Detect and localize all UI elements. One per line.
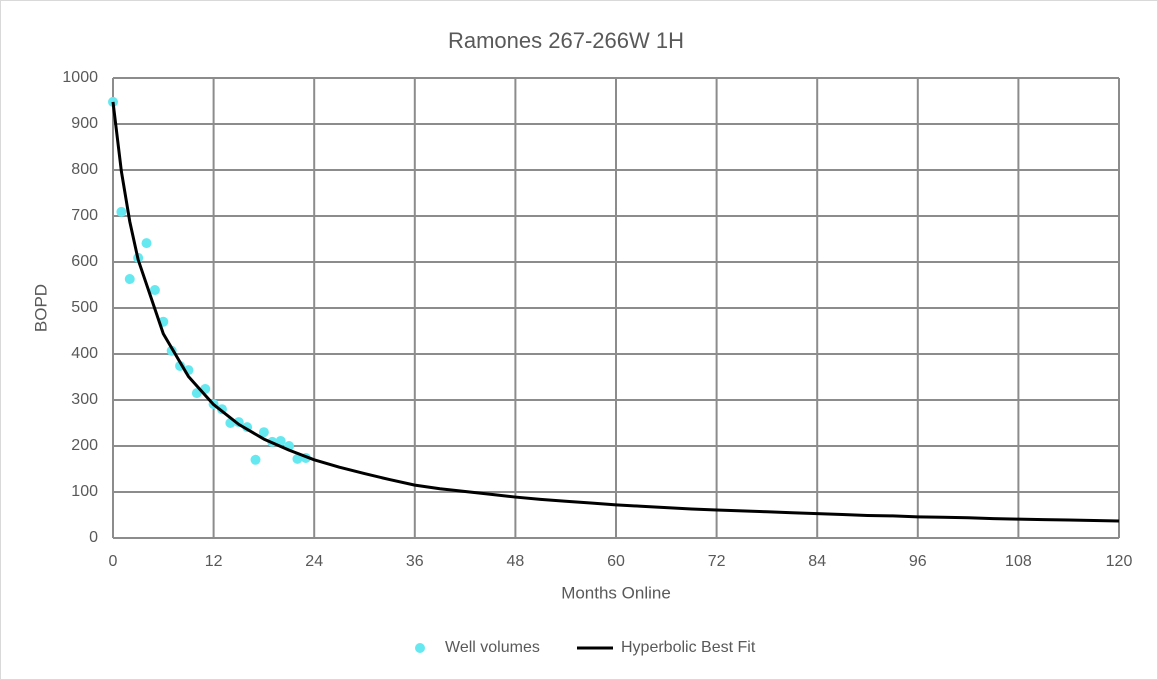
- y-axis-label: BOPD: [31, 284, 50, 332]
- y-tick-label: 1000: [62, 69, 98, 86]
- legend-label: Hyperbolic Best Fit: [621, 639, 756, 656]
- data-point: [292, 453, 303, 464]
- y-tick-label: 600: [71, 253, 98, 270]
- y-tick-label: 300: [71, 391, 98, 408]
- x-tick-label: 0: [109, 553, 118, 570]
- y-tick-label: 700: [71, 207, 98, 224]
- x-axis-label: Months Online: [561, 583, 671, 602]
- fit-line: [111, 101, 1120, 523]
- y-tick-label: 200: [71, 437, 98, 454]
- legend-marker: [415, 643, 425, 653]
- x-tick-label: 48: [507, 553, 525, 570]
- y-tick-label: 100: [71, 483, 98, 500]
- y-tick-label: 400: [71, 345, 98, 362]
- x-tick-label: 60: [607, 553, 625, 570]
- y-tick-label: 0: [89, 529, 98, 546]
- x-tick-label: 24: [305, 553, 323, 570]
- x-tick-label: 84: [808, 553, 826, 570]
- y-tick-label: 900: [71, 115, 98, 132]
- data-point: [141, 238, 152, 249]
- data-point: [149, 285, 160, 296]
- y-tick-label: 500: [71, 299, 98, 316]
- x-tick-label: 12: [205, 553, 223, 570]
- legend-label: Well volumes: [445, 639, 540, 656]
- y-tick-label: 800: [71, 161, 98, 178]
- chart-title: Ramones 267-266W 1H: [448, 28, 684, 53]
- data-point: [275, 435, 286, 446]
- data-point: [124, 274, 135, 285]
- data-point: [250, 454, 261, 465]
- x-tick-label: 108: [1005, 553, 1032, 570]
- x-tick-label: 72: [708, 553, 726, 570]
- data-point: [258, 427, 269, 438]
- x-tick-label: 36: [406, 553, 424, 570]
- data-point: [116, 206, 127, 217]
- x-tick-label: 120: [1106, 553, 1133, 570]
- x-tick-label: 96: [909, 553, 927, 570]
